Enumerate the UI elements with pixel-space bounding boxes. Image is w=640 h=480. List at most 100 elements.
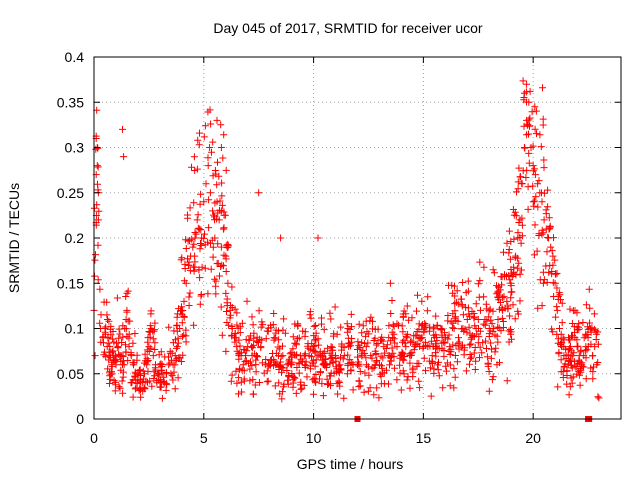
data-point xyxy=(444,312,452,319)
y-axis-ticks: 0 0.05 0.1 0.15 0.2 0.25 0.3 0.35 0.4 xyxy=(57,49,621,427)
data-point xyxy=(228,331,236,339)
data-point xyxy=(311,347,319,355)
data-point xyxy=(540,276,548,284)
data-point xyxy=(566,383,574,391)
data-point xyxy=(242,352,249,360)
data-point xyxy=(446,351,454,358)
data-point xyxy=(459,279,467,286)
data-point xyxy=(285,371,293,379)
data-point xyxy=(540,156,548,164)
data-point xyxy=(414,291,421,299)
data-point xyxy=(102,323,110,331)
data-point xyxy=(531,171,539,179)
data-point xyxy=(438,325,446,333)
data-point xyxy=(474,280,482,288)
data-point xyxy=(494,316,502,323)
data-point xyxy=(400,356,408,364)
data-point xyxy=(171,361,179,369)
data-point xyxy=(94,144,102,152)
data-point xyxy=(580,334,588,342)
data-point xyxy=(270,336,278,344)
data-point xyxy=(420,354,428,362)
data-point xyxy=(356,382,364,390)
data-point xyxy=(449,341,457,349)
data-point xyxy=(319,350,327,357)
data-point xyxy=(249,321,257,329)
data-point xyxy=(127,379,135,387)
data-point xyxy=(362,343,370,351)
data-point xyxy=(141,385,149,393)
data-point xyxy=(222,166,230,174)
data-point xyxy=(119,389,127,397)
data-point xyxy=(451,352,459,359)
data-point xyxy=(293,351,301,359)
data-point xyxy=(204,290,212,298)
data-point xyxy=(334,390,342,398)
data-point xyxy=(523,131,531,139)
data-point xyxy=(508,288,516,296)
data-point xyxy=(209,253,217,261)
data-point xyxy=(539,84,546,92)
y-tick-label: 0.05 xyxy=(57,366,84,382)
data-point xyxy=(251,381,259,389)
data-point xyxy=(378,333,386,341)
data-point xyxy=(540,189,548,197)
data-point xyxy=(209,138,217,146)
data-point xyxy=(292,389,300,397)
data-point xyxy=(110,377,118,385)
data-point xyxy=(335,377,343,385)
data-point xyxy=(264,377,272,385)
data-point xyxy=(500,248,507,256)
data-point xyxy=(476,343,484,351)
data-point xyxy=(539,229,547,237)
data-point xyxy=(566,345,573,353)
data-point xyxy=(215,172,223,180)
data-point xyxy=(485,368,493,375)
data-point xyxy=(507,279,515,287)
data-point xyxy=(440,338,448,346)
data-point xyxy=(363,328,371,336)
data-point xyxy=(563,372,571,379)
data-point xyxy=(218,331,226,339)
data-point xyxy=(508,273,516,280)
data-point xyxy=(217,303,225,311)
data-point xyxy=(445,281,452,289)
data-point xyxy=(235,374,243,382)
data-point xyxy=(173,327,181,335)
data-point xyxy=(371,325,379,333)
data-point xyxy=(449,324,456,332)
data-point xyxy=(289,345,297,353)
data-point xyxy=(196,274,204,282)
data-point xyxy=(133,380,141,388)
data-point xyxy=(577,348,585,356)
y-tick-label: 0.3 xyxy=(65,140,85,156)
data-point xyxy=(372,341,380,349)
data-point xyxy=(185,302,193,309)
data-point xyxy=(354,338,362,346)
data-point xyxy=(375,394,383,402)
data-point xyxy=(492,344,500,352)
data-point xyxy=(528,108,536,116)
data-point xyxy=(118,377,126,385)
data-point xyxy=(220,224,228,232)
data-point xyxy=(538,198,546,206)
data-point xyxy=(257,323,265,331)
data-point xyxy=(539,115,547,123)
data-point xyxy=(509,301,517,309)
data-point xyxy=(517,239,525,247)
data-point xyxy=(337,366,345,374)
data-point xyxy=(556,291,564,299)
data-point xyxy=(197,242,205,249)
data-point xyxy=(473,330,481,338)
data-point xyxy=(503,297,511,305)
data-point xyxy=(193,216,201,224)
data-point xyxy=(529,182,537,190)
data-point xyxy=(141,350,149,358)
data-point xyxy=(197,190,205,198)
data-point xyxy=(359,322,367,330)
data-point xyxy=(133,351,141,359)
data-point xyxy=(574,342,582,350)
data-point xyxy=(252,361,260,369)
data-point xyxy=(514,185,522,193)
data-point xyxy=(190,153,198,161)
